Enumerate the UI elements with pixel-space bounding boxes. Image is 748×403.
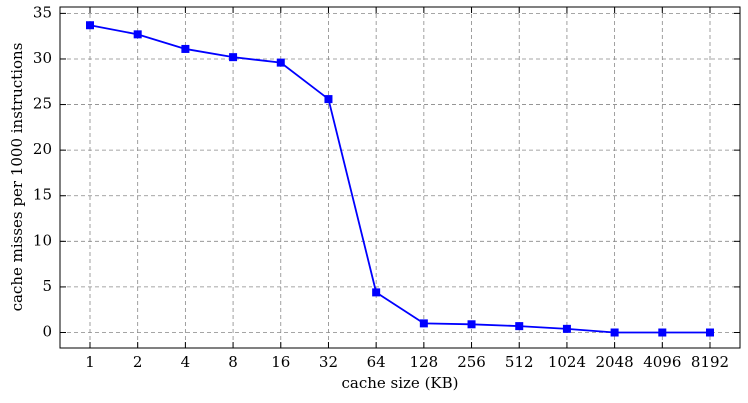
marker (324, 95, 333, 104)
marker (276, 58, 285, 67)
plot-frame (59, 6, 741, 349)
x-tick-label: 2 (133, 353, 143, 371)
marker (181, 44, 190, 53)
x-tick-label: 8 (228, 353, 238, 371)
x-tick-label: 8192 (691, 353, 729, 371)
y-tick-label: 30 (33, 49, 52, 67)
series-line (89, 24, 710, 334)
x-tick-label: 1024 (548, 353, 586, 371)
marker (372, 288, 381, 297)
marker (419, 319, 428, 328)
y-tick-label: 20 (33, 140, 52, 158)
y-axis-label: cache misses per 1000 instructions (8, 43, 26, 312)
x-axis-label: cache size (KB) (341, 374, 458, 392)
y-tick-label: 0 (42, 323, 52, 341)
x-tick-label: 16 (271, 353, 290, 371)
y-tick-label: 5 (42, 277, 52, 295)
marker (706, 328, 714, 337)
y-tick-label: 35 (33, 3, 52, 21)
marker (515, 322, 524, 331)
x-tick-label: 32 (319, 353, 338, 371)
x-tick-label: 4 (181, 353, 191, 371)
marker (562, 324, 571, 333)
y-tick-label: 25 (33, 95, 52, 113)
x-tick-label: 128 (410, 353, 439, 371)
marker (229, 53, 238, 62)
x-tick-label: 1 (85, 353, 95, 371)
y-tick-label: 15 (33, 186, 52, 204)
x-tick-label: 2048 (596, 353, 634, 371)
marker (86, 21, 94, 30)
x-tick-label: 256 (457, 353, 486, 371)
marker (658, 328, 667, 337)
x-tick-label: 4096 (643, 353, 681, 371)
marker (467, 320, 476, 329)
marker (610, 328, 619, 337)
x-tick-label: 64 (367, 353, 386, 371)
marker (133, 30, 142, 39)
y-tick-label: 10 (33, 231, 52, 249)
x-tick-label: 512 (505, 353, 534, 371)
